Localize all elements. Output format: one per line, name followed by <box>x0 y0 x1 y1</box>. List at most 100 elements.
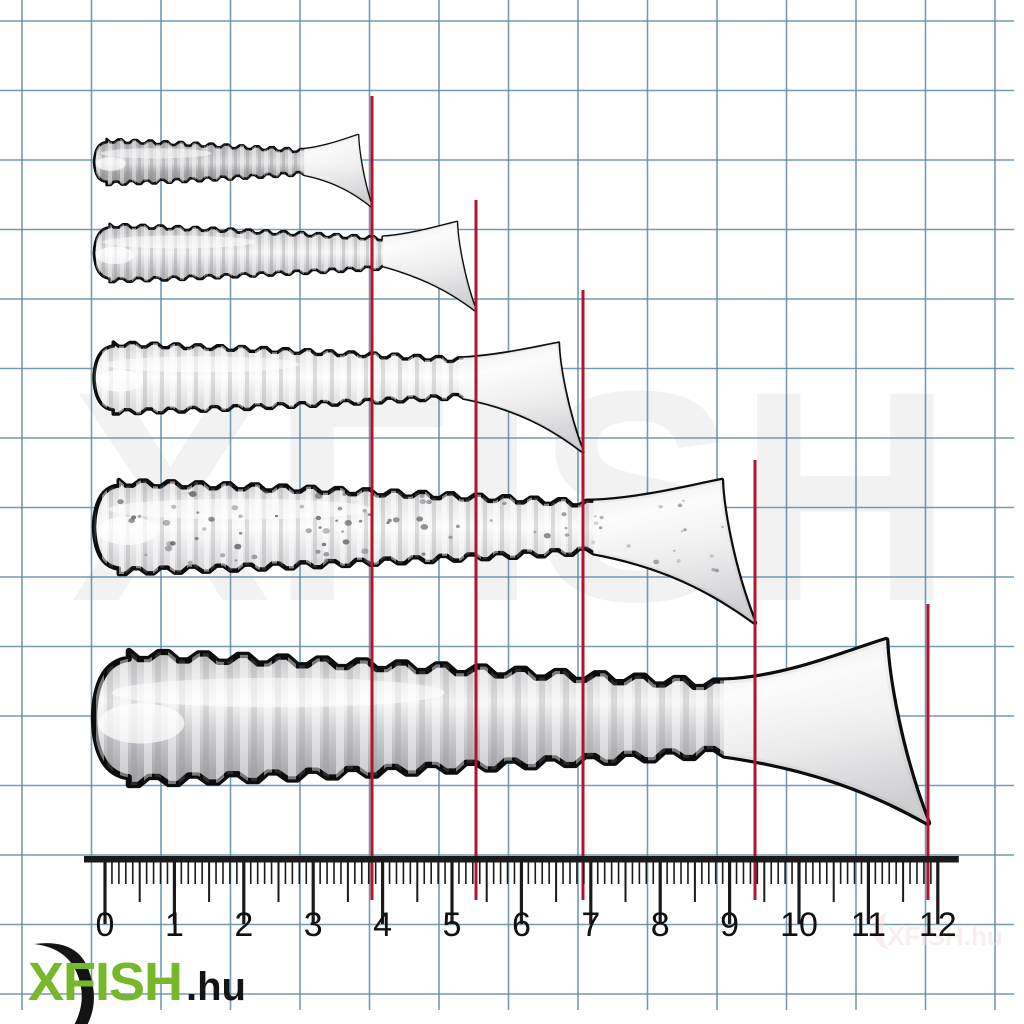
speckle <box>238 514 243 518</box>
speckle <box>208 516 215 522</box>
speckle <box>593 515 597 518</box>
speckle <box>117 499 124 505</box>
speckle <box>305 528 312 534</box>
speckle <box>358 519 363 523</box>
speckle <box>189 491 197 497</box>
speckle <box>318 526 322 529</box>
shad-lure-4-highlight <box>108 498 373 520</box>
speckle <box>421 552 426 556</box>
speckle <box>220 553 226 558</box>
speckle <box>483 499 488 502</box>
speckle <box>144 553 148 557</box>
corner-watermark-fish-icon <box>873 912 890 950</box>
corner-watermark-text: XFISH.hu <box>887 921 1003 951</box>
speckle <box>564 533 570 537</box>
speckle <box>561 512 567 517</box>
speckle <box>362 509 368 513</box>
speckle <box>593 521 599 525</box>
speckle <box>234 559 238 562</box>
speckle <box>234 543 242 550</box>
speckle <box>448 535 453 539</box>
speckle <box>194 537 199 541</box>
speckle <box>314 492 323 499</box>
speckle <box>564 526 568 530</box>
ruler-label: 1 <box>165 906 184 944</box>
speckle <box>238 531 243 535</box>
ruler-label: 5 <box>443 906 462 944</box>
shad-lure-5-nose-highlight <box>98 703 185 744</box>
speckle <box>344 520 352 526</box>
speckle <box>386 521 390 524</box>
speckle <box>416 516 424 522</box>
speckle <box>321 542 327 547</box>
speckle <box>682 499 685 502</box>
speckle <box>171 504 177 509</box>
speckle <box>658 505 663 509</box>
speckle <box>231 505 239 511</box>
speckle <box>392 517 400 523</box>
shad-lure-3-nose-highlight <box>96 370 144 392</box>
speckle <box>299 504 305 509</box>
speckle <box>677 503 683 508</box>
fish-hook-icon <box>34 943 94 1024</box>
speckle <box>131 515 137 520</box>
shad-lure-2-highlight <box>102 235 256 249</box>
ruler-label: 11 <box>851 906 886 944</box>
ruler-label: 6 <box>512 906 531 944</box>
speckle <box>455 524 460 529</box>
speckle <box>721 525 725 529</box>
xfish-logo[interactable]: XFISH .hu <box>22 943 246 1024</box>
speckle <box>361 548 369 554</box>
speckle <box>683 528 687 532</box>
speckle <box>251 554 258 560</box>
speckle <box>626 544 631 548</box>
speckle <box>676 559 681 563</box>
shad-lure-3-highlight <box>104 356 300 373</box>
speckle <box>137 514 142 519</box>
speckle <box>164 545 173 552</box>
speckle <box>653 559 660 565</box>
speckle <box>337 506 343 511</box>
shad-lure-2-nose-highlight <box>96 246 134 265</box>
speckle <box>315 515 322 521</box>
speckle <box>342 492 347 496</box>
ruler-label: 0 <box>96 906 115 944</box>
logo-text-xfish: XFISH <box>28 952 182 1012</box>
speckle <box>502 501 507 506</box>
ruler-label: 7 <box>581 906 600 944</box>
ruler-label: 2 <box>234 906 253 944</box>
ruler-bar <box>84 856 959 863</box>
speckle <box>714 568 719 573</box>
speckle <box>340 530 345 533</box>
logo-text-hu: .hu <box>186 965 246 1009</box>
speckle <box>162 519 171 526</box>
speckle <box>420 524 429 530</box>
xfish-corner-watermark: XFISH.hu <box>873 912 1003 951</box>
speckle <box>335 519 339 522</box>
ruler-label: 3 <box>304 906 323 944</box>
speckle <box>264 491 269 494</box>
speckle <box>187 491 191 495</box>
speckle <box>322 528 330 534</box>
speckle <box>489 519 493 522</box>
speckle <box>315 549 321 554</box>
speckle <box>543 533 551 539</box>
ruler-label: 9 <box>720 906 739 944</box>
speckle <box>711 568 716 572</box>
shad-lure-4-nose-highlight <box>97 516 158 545</box>
ruler-label: 10 <box>780 906 818 944</box>
speckle <box>196 511 200 514</box>
speckle <box>274 514 279 518</box>
speckle <box>533 530 537 534</box>
speckle <box>169 541 176 546</box>
speckle <box>202 527 207 531</box>
speckle <box>342 539 350 545</box>
speckle <box>387 518 392 523</box>
speckle <box>323 552 330 557</box>
speckle <box>591 540 596 544</box>
